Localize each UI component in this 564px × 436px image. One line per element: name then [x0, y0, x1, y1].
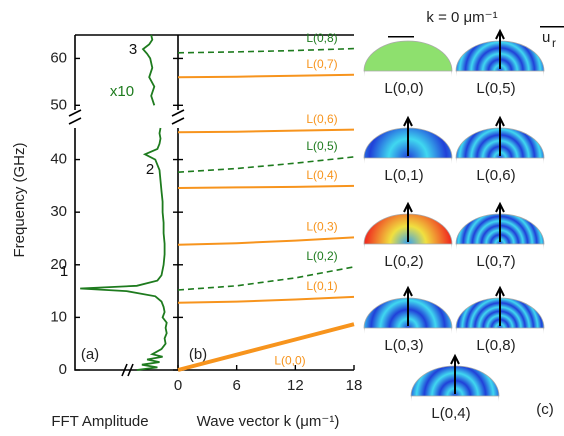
curve-label: L(0,3) [306, 220, 337, 234]
displacement-arrow [403, 201, 413, 242]
x-tick-label: 0 [174, 377, 182, 394]
curve-label: L(0,7) [306, 57, 337, 71]
y-tick-label: 0 [59, 361, 67, 378]
dispersion-curve [177, 236, 355, 246]
mode-label: L(0,2) [384, 253, 423, 270]
dispersion-curve [177, 184, 355, 189]
y-tick-label: 10 [50, 308, 67, 325]
x-tick-label: 6 [232, 377, 240, 394]
dispersion-curve [177, 128, 355, 134]
mode-profile [363, 40, 453, 72]
curve-label: L(0,6) [306, 112, 337, 126]
y-tick-label: 60 [50, 49, 67, 66]
x-tick-label: 18 [346, 377, 363, 394]
curve-label: L(0,1) [306, 279, 337, 293]
x-axis-title: FFT Amplitude [51, 413, 148, 430]
panel-title: k = 0 μm⁻¹ [426, 9, 497, 26]
panel-label: (a) [81, 346, 99, 363]
curve-label: L(0,8) [306, 31, 337, 45]
fft-spectrum [80, 34, 168, 371]
peak-label: 2 [146, 161, 154, 178]
panel-label: (b) [189, 346, 207, 363]
scale-note: x10 [110, 83, 134, 100]
displacement-arrow [403, 115, 413, 156]
peak-label: 3 [129, 41, 137, 58]
dispersion-curve [177, 322, 355, 372]
mode-label: L(0,0) [384, 80, 423, 97]
vector-label: u [542, 29, 550, 46]
displacement-arrow [495, 115, 505, 156]
x-axis-title: Wave vector k (μm⁻¹) [197, 413, 340, 430]
displacement-arrow [450, 353, 460, 394]
displacement-arrow [403, 285, 413, 326]
mode-label: L(0,7) [476, 253, 515, 270]
vector-bar [540, 26, 564, 28]
curve-label: L(0,2) [306, 249, 337, 263]
mode-label: L(0,8) [476, 337, 515, 354]
vector-bar [388, 36, 414, 38]
mode-label: L(0,5) [476, 80, 515, 97]
curve-label: L(0,4) [306, 168, 337, 182]
dispersion-curve [177, 73, 355, 79]
displacement-arrow [495, 28, 505, 69]
mode-label: L(0,1) [384, 167, 423, 184]
curve-label: L(0,5) [306, 139, 337, 153]
vector-subscript: r [552, 36, 556, 50]
curve-label: L(0,0) [274, 354, 305, 368]
y-tick-label: 30 [50, 203, 67, 220]
peak-label: 1 [60, 263, 68, 280]
mode-label: L(0,3) [384, 337, 423, 354]
y-tick-label: 40 [50, 151, 67, 168]
displacement-arrow [495, 285, 505, 326]
y-axis-title: Frequency (GHz) [11, 142, 28, 257]
dispersion-curve [177, 47, 355, 54]
mode-label: L(0,6) [476, 167, 515, 184]
displacement-arrow [495, 201, 505, 242]
mode-label: L(0,4) [431, 405, 470, 422]
panel-label: (c) [536, 401, 554, 418]
vector-r: u r [540, 26, 564, 50]
y-tick-label: 20 [50, 256, 67, 273]
y-tick-label: 50 [50, 96, 67, 113]
dispersion-curve [177, 295, 355, 304]
x-tick-label: 12 [287, 377, 304, 394]
axis-break [68, 109, 185, 377]
